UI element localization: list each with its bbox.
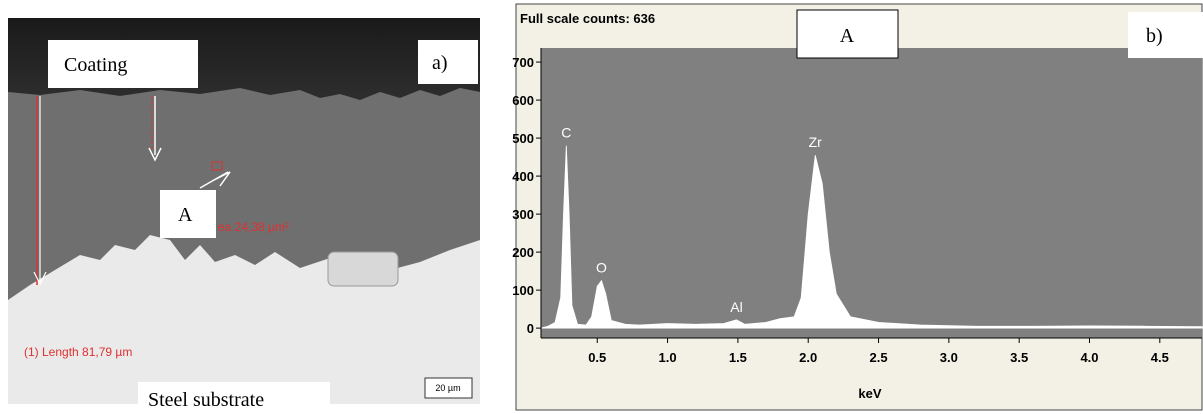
y-tick-label: 300 (512, 207, 534, 222)
y-tick-label: 500 (512, 131, 534, 146)
point-label: A (840, 25, 855, 47)
y-tick-label: 0 (527, 321, 534, 336)
scale-bar: 20 µm (435, 383, 460, 393)
coating-label: Coating (64, 54, 127, 76)
spectrum: 0 100 200 300 400 500 600 700 0.5 1.0 1.5 2.0 2.5 3.0… (512, 48, 1202, 365)
peak-label: C (561, 125, 571, 141)
x-tick-label: 2.5 (869, 350, 887, 365)
y-tick-label: 100 (512, 283, 534, 298)
y-tick-label: 400 (512, 169, 534, 184)
figure: Coating a) A ea 24,38 µm² (1) Length 81,… (0, 0, 1203, 414)
length-measure: (1) Length 81,79 µm (24, 345, 132, 359)
x-tick-label: 1.5 (729, 350, 747, 365)
chart-title: Full scale counts: 636 (520, 11, 655, 26)
x-tick-label: 4.5 (1151, 350, 1169, 365)
y-tick-label: 200 (512, 245, 534, 260)
point-label: A (178, 204, 193, 226)
peak-label: Zr (809, 134, 823, 150)
x-tick-label: 3.5 (1010, 350, 1028, 365)
panel-label: a) (432, 52, 448, 74)
micrograph: Coating a) A ea 24,38 µm² (1) Length 81,… (8, 18, 480, 414)
x-tick-label: 3.0 (940, 350, 958, 365)
y-tick-label: 700 (512, 55, 534, 70)
x-tick-label: 2.0 (799, 350, 817, 365)
substrate-label: Steel substrate (148, 389, 264, 411)
plot-area (541, 48, 1202, 338)
y-tick-label: 600 (512, 93, 534, 108)
panel-label: b) (1146, 25, 1163, 47)
x-axis-label: keV (858, 386, 881, 401)
peak-label: Al (730, 299, 742, 315)
x-tick-label: 1.0 (659, 350, 677, 365)
x-tick-label: 4.0 (1080, 350, 1098, 365)
area-measure: ea 24,38 µm² (218, 220, 289, 234)
peak-label: O (596, 260, 607, 276)
x-tick-label: 0.5 (588, 350, 606, 365)
